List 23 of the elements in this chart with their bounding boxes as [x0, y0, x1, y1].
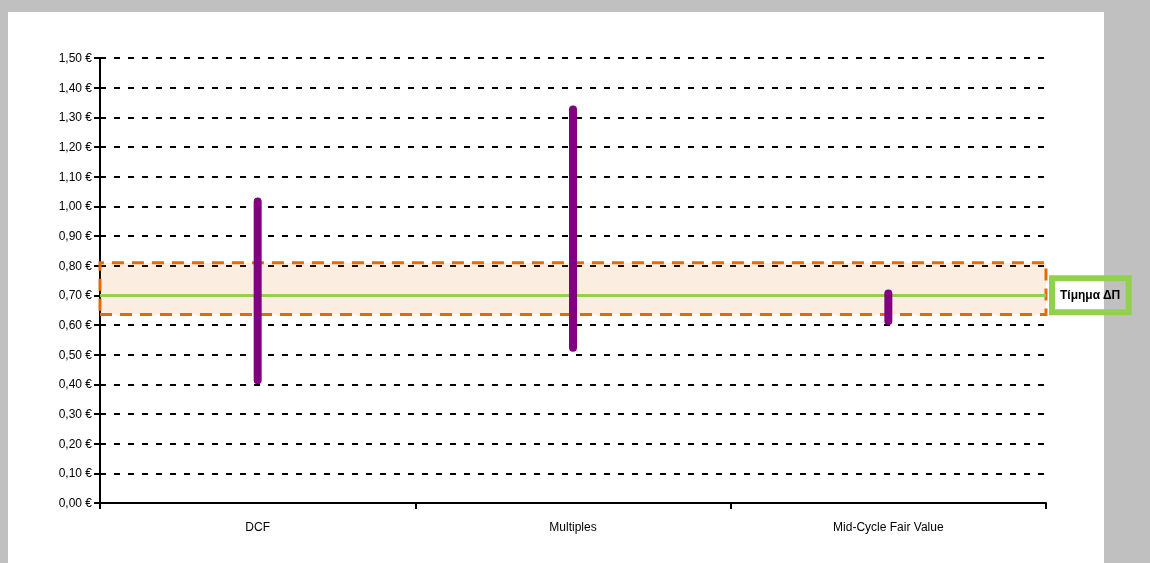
x-tick-label: Multiples — [549, 520, 597, 534]
bar — [253, 197, 262, 385]
y-tick-label: 1,00 € — [58, 199, 93, 214]
y-tick-label: 0,40 € — [58, 377, 93, 392]
y-tick-label: 1,10 € — [58, 169, 93, 184]
y-tick-label: 1,50 € — [58, 51, 93, 65]
y-tick-label: 0,20 € — [58, 436, 93, 451]
y-tick-label: 0,50 € — [58, 347, 93, 362]
x-tick-label: DCF — [245, 520, 270, 534]
y-tick-label: 1,20 € — [58, 140, 93, 154]
x-tick-label: Mid-Cycle Fair Value — [833, 520, 944, 534]
y-tick-label: 0,00 € — [58, 496, 93, 510]
y-tick-label: 0,30 € — [58, 407, 93, 421]
y-tick-label: 0,80 € — [58, 258, 93, 273]
y-tick-label: 1,30 € — [58, 110, 93, 125]
y-tick-label: 1,40 € — [58, 80, 93, 95]
y-tick-label: 0,70 € — [58, 288, 93, 303]
y-tick-label: 0,10 € — [58, 466, 93, 481]
y-tick-label: 0,60 € — [58, 318, 93, 332]
bar — [569, 105, 577, 352]
bar — [884, 289, 893, 325]
y-tick-label: 0,90 € — [58, 229, 93, 243]
ref-line-label: Τίμημα ΔΠ — [1060, 288, 1121, 303]
